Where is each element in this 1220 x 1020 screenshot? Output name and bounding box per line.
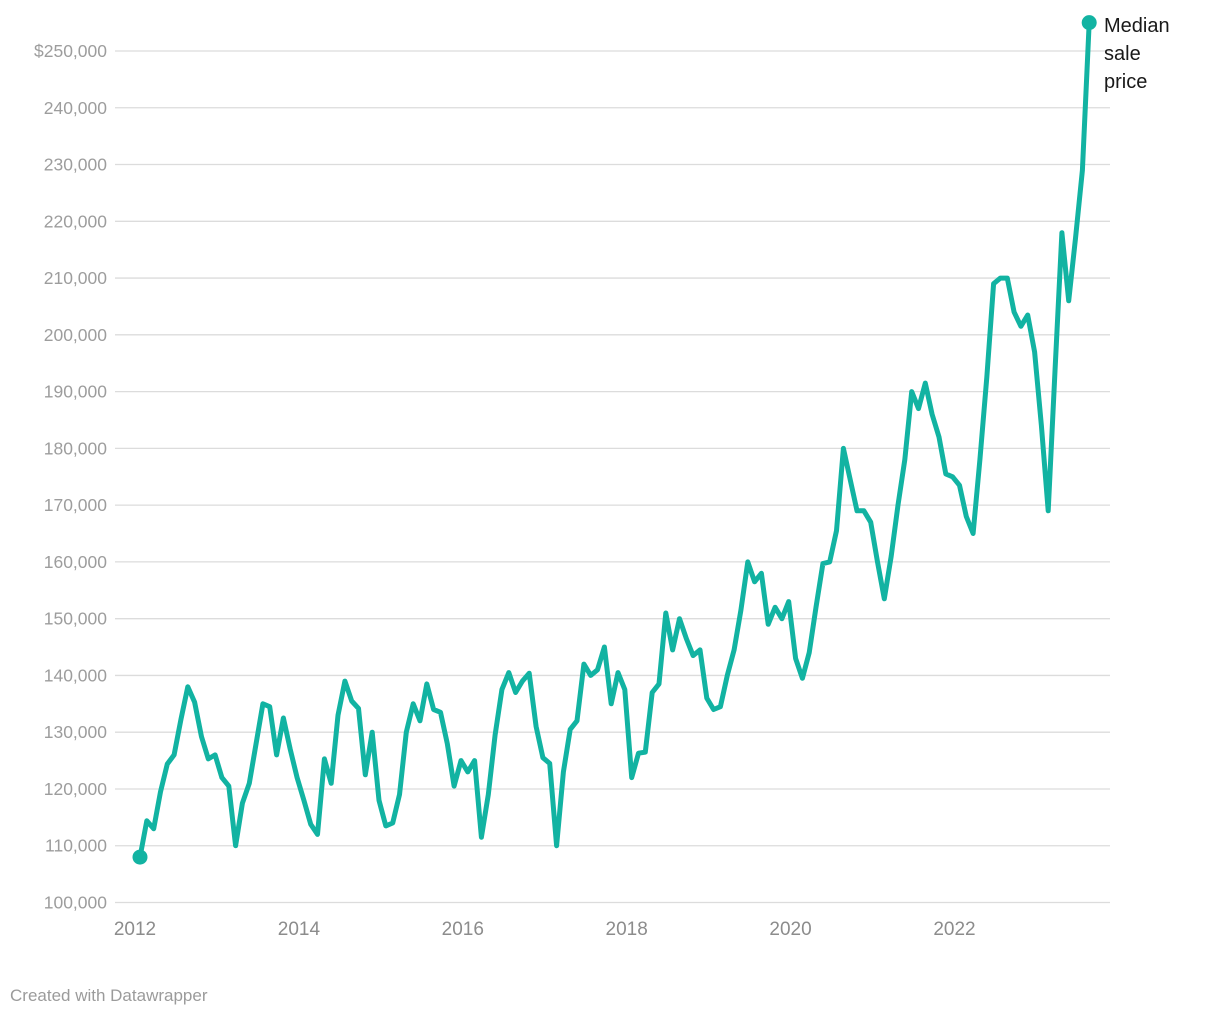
first-point-marker: [132, 849, 148, 865]
y-tick-label: 150,000: [44, 609, 108, 629]
y-tick-label: 140,000: [44, 665, 108, 685]
last-point-marker: [1081, 15, 1097, 31]
datawrapper-credit: Created with Datawrapper: [10, 986, 208, 1005]
y-tick-label: 230,000: [44, 155, 108, 175]
x-tick-label: 2018: [606, 919, 648, 940]
y-tick-label: 100,000: [44, 893, 108, 913]
y-tick-label: 160,000: [44, 552, 108, 572]
y-tick-label: 180,000: [44, 438, 108, 458]
series-label: Median sale price: [1104, 15, 1170, 93]
y-tick-label: 110,000: [45, 836, 107, 856]
x-tick-label: 2014: [278, 919, 321, 940]
y-tick-label: $250,000: [34, 41, 107, 61]
x-tick-label: 2022: [933, 919, 975, 940]
y-tick-label: 190,000: [44, 382, 108, 402]
x-tick-label: 2016: [442, 919, 484, 940]
y-tick-label: 170,000: [44, 495, 108, 515]
y-tick-label: 210,000: [44, 268, 108, 288]
y-tick-label: 200,000: [44, 325, 108, 345]
x-tick-label: 2020: [769, 919, 811, 940]
y-tick-label: 130,000: [44, 722, 108, 742]
y-tick-label: 240,000: [44, 98, 108, 118]
y-tick-label: 120,000: [44, 779, 108, 799]
y-tick-label: 220,000: [44, 211, 108, 231]
x-tick-label: 2012: [114, 919, 156, 940]
median-sale-price-line: [137, 20, 1092, 860]
